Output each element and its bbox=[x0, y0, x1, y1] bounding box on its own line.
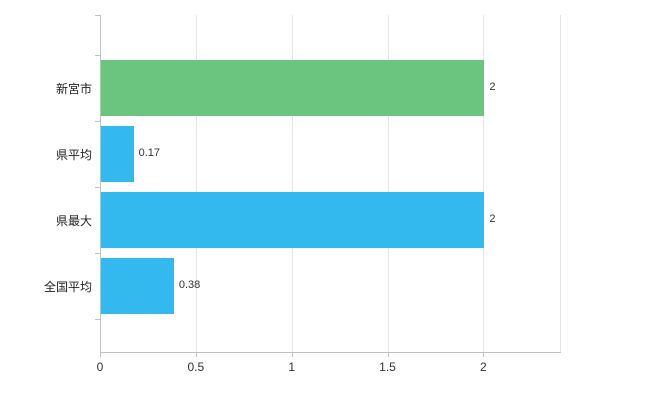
y-tick bbox=[95, 253, 100, 254]
x-tick bbox=[387, 352, 389, 357]
bar-value-label: 0.38 bbox=[178, 279, 201, 291]
x-tick bbox=[291, 352, 293, 357]
gridline bbox=[387, 15, 389, 352]
bar-value-label: 0.17 bbox=[138, 147, 160, 159]
x-tick-label: 1.5 bbox=[379, 360, 396, 374]
y-tick bbox=[95, 55, 100, 56]
bar[interactable] bbox=[101, 192, 485, 248]
category-label: 県最大 bbox=[55, 214, 92, 228]
x-axis-line bbox=[100, 352, 561, 353]
y-tick bbox=[95, 319, 100, 320]
x-tick bbox=[195, 352, 197, 357]
bar[interactable] bbox=[101, 126, 134, 182]
x-tick-label: 2 bbox=[479, 360, 487, 374]
x-tick-label: 0 bbox=[96, 360, 104, 374]
gridline bbox=[483, 15, 485, 352]
y-tick bbox=[95, 187, 100, 188]
bar[interactable] bbox=[101, 60, 485, 116]
category-label: 全国平均 bbox=[43, 280, 92, 294]
x-tick bbox=[483, 352, 485, 357]
gridline bbox=[195, 15, 197, 352]
bar-value-label: 2 bbox=[489, 213, 496, 225]
x-tick-label: 0.5 bbox=[187, 360, 205, 374]
y-tick bbox=[95, 15, 100, 16]
y-tick bbox=[95, 121, 100, 122]
y-axis-line bbox=[100, 15, 101, 352]
gridline bbox=[560, 15, 561, 352]
bar[interactable] bbox=[101, 258, 174, 314]
category-label: 県平均 bbox=[55, 148, 92, 162]
x-tick-label: 1 bbox=[288, 360, 295, 374]
gridline bbox=[291, 15, 293, 352]
category-label: 新宮市 bbox=[55, 82, 92, 96]
bar-value-label: 2 bbox=[489, 81, 496, 93]
x-tick bbox=[100, 352, 101, 357]
